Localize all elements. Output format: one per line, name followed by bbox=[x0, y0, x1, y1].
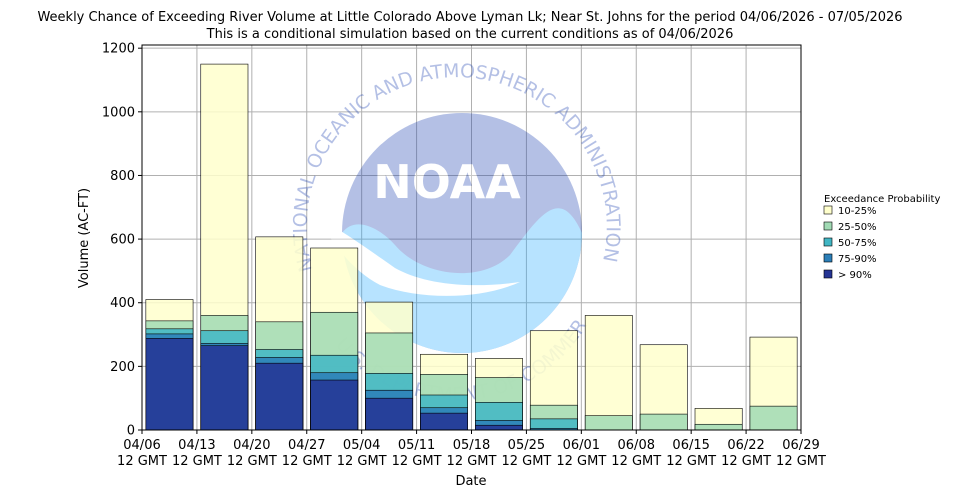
x-tick-time: 12 GMT bbox=[501, 454, 551, 469]
x-tick-time: 12 GMT bbox=[337, 454, 387, 469]
x-tick-date: 06/01 bbox=[563, 438, 600, 453]
bar-04-27-series-4 bbox=[310, 379, 359, 431]
x-tick-time: 12 GMT bbox=[721, 454, 771, 469]
bar-04-13-series-4 bbox=[200, 345, 249, 431]
bar-06-08-series-1 bbox=[639, 413, 688, 431]
x-tick-time: 12 GMT bbox=[556, 454, 606, 469]
legend-label-0: 10-25% bbox=[838, 206, 877, 217]
noaa-logo-text: NOAA bbox=[373, 155, 521, 209]
y-tick-label: 1200 bbox=[102, 42, 135, 57]
legend-swatch-2 bbox=[823, 237, 833, 247]
legend-swatch-4 bbox=[823, 269, 833, 279]
y-tick-label: 0 bbox=[127, 424, 135, 439]
x-tick-date: 04/20 bbox=[233, 438, 270, 453]
chart-subtitle: This is a conditional simulation based o… bbox=[206, 27, 734, 42]
x-tick-date: 04/13 bbox=[178, 438, 215, 453]
bar-04-20-series-4 bbox=[255, 362, 304, 431]
y-ticks: 0 200 400 600 800 1000 1200 bbox=[102, 42, 142, 439]
legend-label-4: > 90% bbox=[838, 270, 872, 281]
x-tick-date: 05/18 bbox=[453, 438, 490, 453]
legend-swatch-3 bbox=[823, 253, 833, 263]
x-tick-date: 06/15 bbox=[672, 438, 709, 453]
legend: Exceedance Probability 10-25% 25-50% 50-75… bbox=[823, 194, 940, 281]
x-tick-date: 06/08 bbox=[618, 438, 655, 453]
bar-06-22-series-1 bbox=[749, 405, 798, 431]
x-tick-date: 05/04 bbox=[343, 438, 380, 453]
x-tick-time: 12 GMT bbox=[776, 454, 826, 469]
noaa-logo-gull bbox=[318, 218, 520, 296]
x-tick-time: 12 GMT bbox=[611, 454, 661, 469]
x-tick-date: 04/27 bbox=[288, 438, 325, 453]
legend-label-1: 25-50% bbox=[838, 222, 877, 233]
legend-swatch-1 bbox=[823, 221, 833, 231]
chart-title: Weekly Chance of Exceeding River Volume … bbox=[37, 10, 902, 25]
y-tick-label: 200 bbox=[110, 360, 135, 375]
legend-swatch-0 bbox=[823, 205, 833, 215]
y-tick-label: 800 bbox=[110, 169, 135, 184]
bar-06-15-series-1 bbox=[694, 423, 743, 431]
legend-label-3: 75-90% bbox=[838, 254, 877, 265]
x-tick-time: 12 GMT bbox=[172, 454, 222, 469]
legend-title: Exceedance Probability bbox=[824, 194, 940, 205]
x-tick-time: 12 GMT bbox=[666, 454, 716, 469]
x-tick-time: 12 GMT bbox=[117, 454, 167, 469]
noaa-logo-disc bbox=[342, 113, 582, 353]
legend-label-2: 50-75% bbox=[838, 238, 877, 249]
x-tick-time: 12 GMT bbox=[282, 454, 332, 469]
x-tick-date: 05/11 bbox=[398, 438, 435, 453]
x-tick-date: 06/29 bbox=[782, 438, 819, 453]
bar-group bbox=[145, 63, 798, 431]
bar-05-04-series-4 bbox=[365, 397, 414, 431]
y-tick-label: 600 bbox=[110, 233, 135, 248]
bar-06-01-series-0 bbox=[584, 315, 633, 431]
bar-04-06-series-4 bbox=[145, 338, 194, 431]
bar-05-11-series-4 bbox=[420, 412, 468, 431]
x-axis-label: Date bbox=[455, 474, 486, 489]
x-tick-time: 12 GMT bbox=[392, 454, 442, 469]
x-tick-time: 12 GMT bbox=[447, 454, 497, 469]
x-tick-date: 04/06 bbox=[123, 438, 160, 453]
x-tick-time: 12 GMT bbox=[227, 454, 277, 469]
x-tick-date: 06/22 bbox=[727, 438, 764, 453]
y-tick-label: 400 bbox=[110, 296, 135, 311]
bar-05-18-series-4 bbox=[475, 424, 523, 431]
bar-06-01-series-1 bbox=[584, 415, 633, 431]
y-tick-label: 1000 bbox=[102, 105, 135, 120]
x-tick-date: 05/25 bbox=[508, 438, 545, 453]
y-axis-label: Volume (AC-FT) bbox=[77, 188, 92, 288]
